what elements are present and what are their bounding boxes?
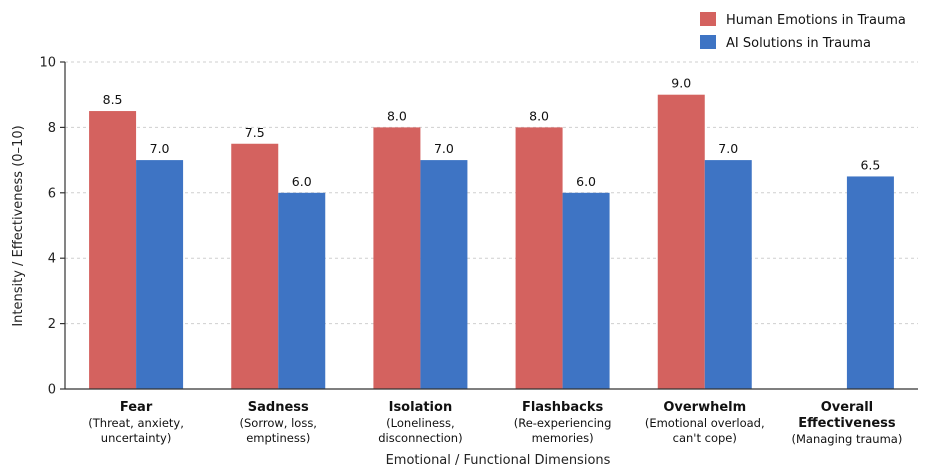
category-subtitle: (Emotional overload, xyxy=(645,416,765,430)
bar xyxy=(231,143,279,389)
category-subtitle: uncertainty) xyxy=(101,431,172,445)
bar xyxy=(846,176,894,389)
bars xyxy=(89,94,894,390)
bar-value-label: 7.5 xyxy=(245,125,265,140)
y-tick-label: 2 xyxy=(48,317,56,332)
category-subtitle: (Threat, anxiety, xyxy=(88,416,184,430)
bar xyxy=(657,94,705,389)
category-title: Fear xyxy=(120,400,153,415)
bar-value-label: 7.0 xyxy=(434,141,454,156)
category-subtitle: memories) xyxy=(532,431,594,445)
category-subtitle: can't cope) xyxy=(673,431,737,445)
bar-value-label: 9.0 xyxy=(671,76,691,91)
bar xyxy=(562,192,610,389)
category-subtitle: (Loneliness, xyxy=(386,416,454,430)
y-tick-label: 0 xyxy=(48,383,56,398)
category-title: Isolation xyxy=(389,400,453,415)
legend-swatch xyxy=(700,12,716,26)
category-subtitle: (Managing trauma) xyxy=(791,432,902,446)
category-subtitle: (Re-experiencing xyxy=(514,416,612,430)
y-tick-label: 6 xyxy=(48,186,56,201)
value-labels: 8.5 7.0 7.5 6.0 8.0 7.0 8.0 6.0 9.0 7.0 6.5 xyxy=(103,76,881,189)
category-title: Overall xyxy=(821,400,873,415)
y-tick-label: 8 xyxy=(48,121,56,136)
bar xyxy=(704,160,752,389)
category-title: Flashbacks xyxy=(522,400,604,415)
bar xyxy=(136,160,184,389)
category-subtitle: emptiness) xyxy=(246,431,310,445)
bar-value-label: 8.5 xyxy=(103,92,123,107)
bar-value-label: 7.0 xyxy=(150,141,170,156)
legend-label: Human Emotions in Trauma xyxy=(726,13,906,28)
x-axis-label: Emotional / Functional Dimensions xyxy=(386,453,611,468)
bar xyxy=(89,111,137,390)
bar-value-label: 8.0 xyxy=(387,108,407,123)
category-labels: Fear(Threat, anxiety,uncertainty) Sadness… xyxy=(88,400,902,446)
bar-value-label: 8.0 xyxy=(529,108,549,123)
axes: 0 2 4 6 8 10 xyxy=(39,56,918,398)
category-title: Sadness xyxy=(248,400,309,415)
bar xyxy=(373,127,421,390)
category-subtitle: disconnection) xyxy=(378,431,462,445)
category-title: Effectiveness xyxy=(798,416,896,431)
y-tick-label: 10 xyxy=(39,56,56,71)
legend-label: AI Solutions in Trauma xyxy=(726,36,871,51)
grid xyxy=(65,61,918,325)
legend: Human Emotions in Trauma AI Solutions in … xyxy=(700,12,906,51)
bar xyxy=(420,160,468,389)
bar-value-label: 6.5 xyxy=(860,157,880,172)
bar xyxy=(278,192,326,389)
category-subtitle: (Sorrow, loss, xyxy=(240,416,317,430)
bar-value-label: 6.0 xyxy=(292,174,312,189)
bar xyxy=(515,127,563,390)
y-axis-label: Intensity / Effectiveness (0–10) xyxy=(11,125,26,326)
category-title: Overwhelm xyxy=(663,400,746,415)
y-tick-label: 4 xyxy=(48,252,56,267)
legend-swatch xyxy=(700,35,716,49)
bar-value-label: 7.0 xyxy=(718,141,738,156)
bar-value-label: 6.0 xyxy=(576,174,596,189)
